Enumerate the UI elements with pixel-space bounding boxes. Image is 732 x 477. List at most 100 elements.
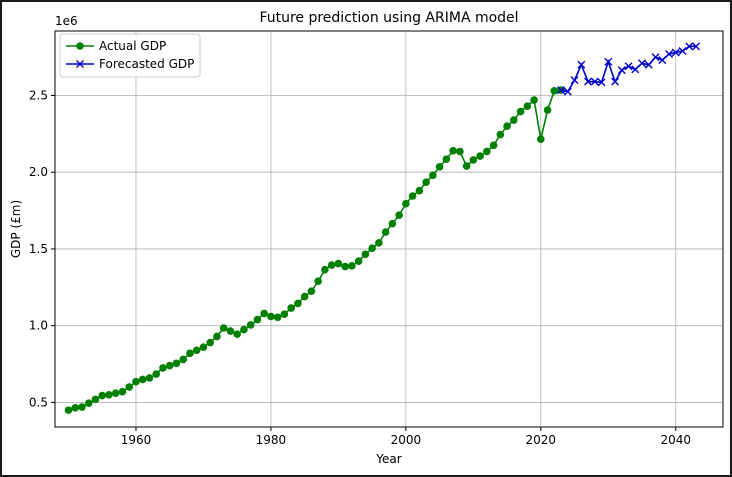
legend-box [59, 33, 201, 78]
actual-point-1979 [260, 309, 268, 318]
chart-title: Future prediction using ARIMA model [259, 10, 518, 26]
forecast-point-2042 [685, 42, 694, 51]
actual-point-1951 [71, 404, 80, 412]
actual-point-1997 [381, 228, 390, 236]
actual-point-1954 [91, 395, 100, 404]
actual-point-1968 [186, 349, 194, 358]
actual-point-2016 [510, 116, 518, 124]
forecast-point-2031 [611, 77, 620, 86]
actual-point-2002 [415, 186, 424, 195]
forecast-point-2035 [638, 59, 647, 68]
actual-point-2018 [523, 102, 532, 111]
y-axis-title: GDP (£m) [9, 200, 23, 258]
actual-point-1981 [273, 313, 282, 322]
actual-point-2003 [422, 178, 430, 186]
forecast-point-2023 [557, 86, 566, 95]
forecast-point-2037 [651, 53, 660, 62]
actual-point-2014 [496, 130, 505, 139]
actual-point-1992 [348, 262, 356, 270]
actual-point-1965 [165, 361, 174, 370]
x-tick-label-4: 2040 [660, 433, 691, 447]
y-offset-label: 1e6 [55, 14, 78, 28]
actual-point-1999 [395, 211, 403, 219]
actual-point-2015 [503, 122, 511, 130]
actual-point-1958 [118, 387, 127, 396]
actual-point-1955 [98, 391, 107, 400]
x-tick-label-3: 2020 [526, 433, 557, 447]
actual-point-1984 [294, 299, 302, 308]
actual-point-1969 [192, 346, 201, 355]
forecast-point-2033 [624, 62, 633, 71]
actual-point-1970 [199, 343, 208, 351]
actual-point-1980 [267, 312, 275, 321]
actual-point-2004 [429, 171, 437, 180]
forecast-point-2043 [692, 42, 701, 51]
forecast-point-2038 [658, 56, 667, 65]
y-tick-label-3: 2.0 [29, 165, 48, 179]
legend-label-forecast: Forecasted GDP [99, 57, 194, 71]
actual-point-1964 [159, 364, 167, 372]
actual-point-1977 [246, 321, 255, 329]
actual-point-1974 [226, 327, 235, 335]
actual-point-2005 [435, 163, 444, 171]
actual-point-2010 [469, 156, 478, 164]
actual-point-1967 [179, 355, 188, 364]
x-tick-label-1: 1980 [256, 433, 287, 447]
plot-area: 1960 1980 2000 2020 2040 0.5 1.0 1.5 2.0 2.5 [29, 30, 724, 447]
actual-point-2006 [442, 155, 451, 163]
y-tick-label-0: 0.5 [29, 395, 48, 409]
actual-point-1978 [253, 315, 262, 324]
legend-label-actual: Actual GDP [99, 39, 166, 53]
actual-point-2021 [543, 106, 552, 114]
plot-frame [54, 30, 724, 428]
actual-point-2017 [516, 107, 525, 116]
forecast-point-2026 [577, 60, 586, 69]
actual-point-1996 [375, 239, 383, 247]
legend-marker-forecast [76, 60, 84, 68]
actual-point-1976 [240, 325, 248, 334]
series-line-0 [68, 89, 562, 411]
y-tick-label-2: 1.5 [29, 242, 48, 256]
actual-point-1966 [172, 359, 181, 368]
x-tick-label-0: 1960 [121, 433, 152, 447]
forecast-point-2032 [617, 66, 626, 75]
actual-point-1950 [64, 406, 73, 414]
actual-point-2009 [462, 162, 471, 170]
actual-point-2022 [550, 87, 559, 95]
forecast-point-2030 [604, 57, 613, 66]
x-tick-label-2: 2000 [391, 433, 422, 447]
actual-point-1998 [388, 219, 397, 228]
actual-point-2019 [530, 96, 538, 104]
actual-point-2013 [489, 141, 498, 150]
forecast-point-2028 [590, 77, 599, 86]
actual-point-1991 [341, 262, 349, 271]
actual-point-1988 [321, 265, 329, 274]
actual-point-1987 [314, 277, 322, 285]
actual-point-1961 [138, 375, 147, 384]
actual-point-1971 [206, 338, 214, 347]
forecast-point-2039 [665, 50, 674, 59]
actual-point-1982 [280, 310, 289, 318]
actual-point-1959 [125, 383, 134, 391]
actual-point-1962 [145, 374, 154, 382]
actual-point-2008 [456, 147, 464, 156]
forecast-point-2041 [678, 46, 687, 55]
forecast-point-2024 [563, 87, 572, 96]
actual-point-2001 [408, 192, 417, 200]
actual-point-1995 [368, 244, 376, 252]
actual-point-1960 [132, 377, 140, 386]
actual-point-1952 [78, 403, 86, 411]
actual-point-2011 [476, 152, 484, 160]
actual-point-1956 [105, 390, 113, 399]
legend: Actual GDP Forecasted GDP [59, 33, 201, 78]
actual-point-1986 [307, 287, 316, 295]
actual-point-2000 [402, 199, 410, 208]
actual-point-1973 [219, 324, 228, 332]
forecast-point-2027 [584, 77, 593, 86]
actual-point-2020 [537, 135, 545, 144]
actual-point-1963 [152, 370, 161, 378]
actual-point-2012 [483, 147, 491, 156]
actual-point-1990 [334, 259, 343, 268]
